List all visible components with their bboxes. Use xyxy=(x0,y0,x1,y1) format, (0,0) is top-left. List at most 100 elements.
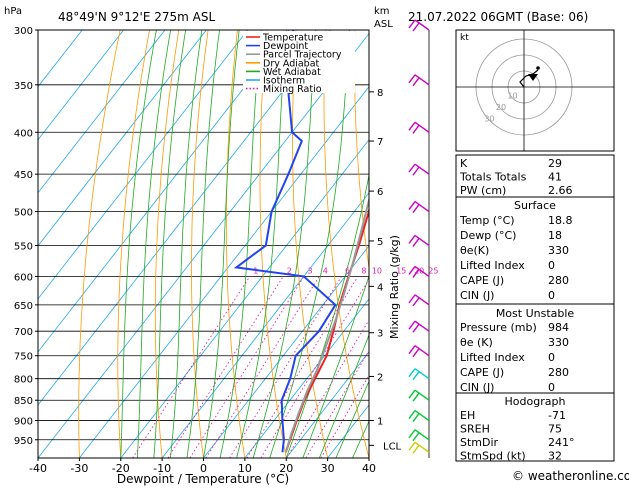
temperature-tick-label: -20 xyxy=(112,462,130,475)
wind-barb-flag xyxy=(412,22,420,32)
wind-barb-flag xyxy=(412,371,420,381)
mixing-ratio-line xyxy=(167,276,284,458)
isotherm-line xyxy=(38,30,166,194)
pressure-tick-label: 700 xyxy=(14,327,33,338)
wet-adiabat xyxy=(302,274,369,458)
mixing-ratio-line xyxy=(305,349,369,458)
wind-barb-staff xyxy=(414,294,430,306)
wind-barb-flag xyxy=(408,19,416,29)
pressure-tick-label: 300 xyxy=(14,26,33,37)
most-unstable-label: Pressure (mb) xyxy=(460,321,537,334)
series-dewpoint xyxy=(233,30,337,453)
legend-label: Wet Adiabat xyxy=(263,67,321,78)
pressure-tick-label: 600 xyxy=(14,272,33,283)
wet-adiabat xyxy=(186,30,220,458)
legend-label: Temperature xyxy=(262,33,323,44)
legend-label: Parcel Trajectory xyxy=(263,50,342,61)
wind-barb xyxy=(408,234,430,247)
wind-barb-staff xyxy=(414,265,430,277)
height-tick-label: 8 xyxy=(377,88,383,99)
mixing-ratio-axis-title: Mixing Ratio (g/kg) xyxy=(388,235,401,339)
isotherm-line xyxy=(244,298,369,458)
surface-value: 18 xyxy=(548,229,562,242)
series-parcel-trajectory xyxy=(284,196,369,453)
pressure-tick-label: 850 xyxy=(14,396,33,407)
hodograph-frame xyxy=(455,29,615,152)
pressure-tick-label: 900 xyxy=(14,417,33,428)
pressure-axis: 300 350 400 450 500 550 600 650 700 750 800 850 900 9… xyxy=(14,26,38,447)
surface-value: 0 xyxy=(548,289,555,302)
index-value: 29 xyxy=(548,157,562,170)
wet-adiabat xyxy=(219,30,262,458)
index-label: Totals Totals xyxy=(459,171,527,184)
mixing-ratio-line xyxy=(320,374,369,458)
surface-title: Surface xyxy=(514,199,556,212)
wet-adiabat xyxy=(285,173,369,458)
wet-adiabat xyxy=(269,30,350,458)
temperature-tick-label: 40 xyxy=(362,462,376,475)
wind-barb xyxy=(408,409,430,422)
wet-adiabat xyxy=(136,30,171,458)
legend-label: Dry Adiabat xyxy=(263,58,320,69)
wind-barb-staff xyxy=(414,389,430,401)
isotherm-line xyxy=(285,351,369,458)
most-unstable-value: 0 xyxy=(548,381,555,394)
pressure-tick-label: 400 xyxy=(14,128,33,139)
index-label: PW (cm) xyxy=(460,184,506,197)
temperature-tick-label: -30 xyxy=(70,462,88,475)
wind-barb-flag xyxy=(412,77,420,87)
mixing-ratio-label: 2 xyxy=(287,266,292,275)
wind-barb-staff xyxy=(414,409,430,422)
dry-adiabat xyxy=(191,30,209,458)
index-value: 41 xyxy=(548,171,562,184)
isotherm-line xyxy=(79,86,369,458)
mixing-ratio-label: 3 xyxy=(307,266,312,275)
legend-label: Dewpoint xyxy=(263,41,308,52)
surface-value: 18.8 xyxy=(548,214,573,227)
wind-barb xyxy=(408,441,430,454)
wet-adiabat xyxy=(252,30,317,458)
mixing-ratio-line xyxy=(205,276,320,458)
surface-label: Temp (°C) xyxy=(459,214,515,227)
wind-barb xyxy=(408,201,430,214)
wind-barb-flag xyxy=(408,121,416,131)
height-tick-label: 1 xyxy=(377,417,383,428)
mixing-ratio-label: 15 xyxy=(396,266,406,275)
wind-barb-staff xyxy=(414,234,430,247)
wet-adiabat xyxy=(170,30,203,458)
copyright: © weatheronline.co.uk xyxy=(512,469,629,483)
wind-barb-staff xyxy=(414,441,430,453)
wind-barb-flag xyxy=(408,410,416,419)
temperature-tick-label: 0 xyxy=(200,462,207,475)
km-label: km xyxy=(374,6,390,17)
hodograph-trace xyxy=(519,69,539,88)
mixing-ratio-label: 8 xyxy=(361,266,366,275)
mixing-ratio-label: 4 xyxy=(323,266,328,275)
isotherm-line xyxy=(38,30,207,247)
temperature-tick-label: 30 xyxy=(321,462,335,475)
mixing-ratio-label: 10 xyxy=(372,266,382,275)
height-tick-label: 2 xyxy=(377,372,383,383)
wind-barb xyxy=(408,19,430,32)
indices-tables: K 29 Totals Totals 41 PW (cm) 2.66 Surface Temp… xyxy=(455,154,615,463)
pressure-tick-label: 750 xyxy=(14,352,33,363)
most-unstable-value: 0 xyxy=(548,351,555,364)
most-unstable-label: CIN (J) xyxy=(460,381,494,394)
surface-label: θe(K) xyxy=(460,244,489,257)
surface-value: 0 xyxy=(548,259,555,272)
pressure-tick-label: 550 xyxy=(14,241,33,252)
wind-barb xyxy=(408,294,430,307)
isotherm-line xyxy=(161,192,369,458)
height-axis: 8 7 6 5 4 3 2 1 LCL xyxy=(369,88,402,452)
mixing-ratio-label: 20 xyxy=(414,266,424,275)
hodograph-ring-label: 30 xyxy=(484,115,494,124)
pressure-tick-label: 650 xyxy=(14,301,33,312)
most-unstable-title: Most Unstable xyxy=(496,307,575,320)
hodograph-param-label: StmSpd (kt) xyxy=(460,450,526,463)
wind-barb-flag xyxy=(412,238,420,247)
surface-label: Dewp (°C) xyxy=(460,229,516,242)
wind-barb xyxy=(408,429,430,442)
x-axis-title: Dewpoint / Temperature (°C) xyxy=(117,472,289,486)
wind-barb-flag xyxy=(408,320,416,330)
